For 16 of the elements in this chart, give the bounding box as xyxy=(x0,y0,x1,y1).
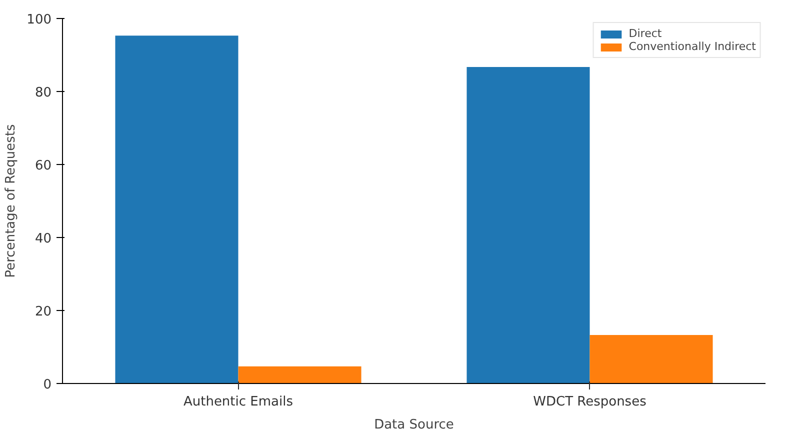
bar xyxy=(115,36,238,384)
legend-label: Direct xyxy=(628,27,662,40)
y-axis-title: Percentage of Requests xyxy=(4,124,19,278)
y-tick-label: 80 xyxy=(34,86,52,100)
legend-label: Conventionally Indirect xyxy=(628,40,756,53)
bar xyxy=(590,334,713,384)
y-tick-label: 0 xyxy=(43,378,52,392)
y-tick-label: 100 xyxy=(26,12,52,28)
y-tick-label: 40 xyxy=(34,232,52,246)
x-tick-label: WDCT Responses xyxy=(533,394,647,410)
y-tick-label: 20 xyxy=(34,304,52,320)
x-tick-label: Authentic Emails xyxy=(183,394,294,410)
bar xyxy=(238,366,362,384)
bar xyxy=(466,67,590,384)
x-axis-title: Data Source xyxy=(374,418,454,432)
y-tick-label: 60 xyxy=(34,158,52,174)
